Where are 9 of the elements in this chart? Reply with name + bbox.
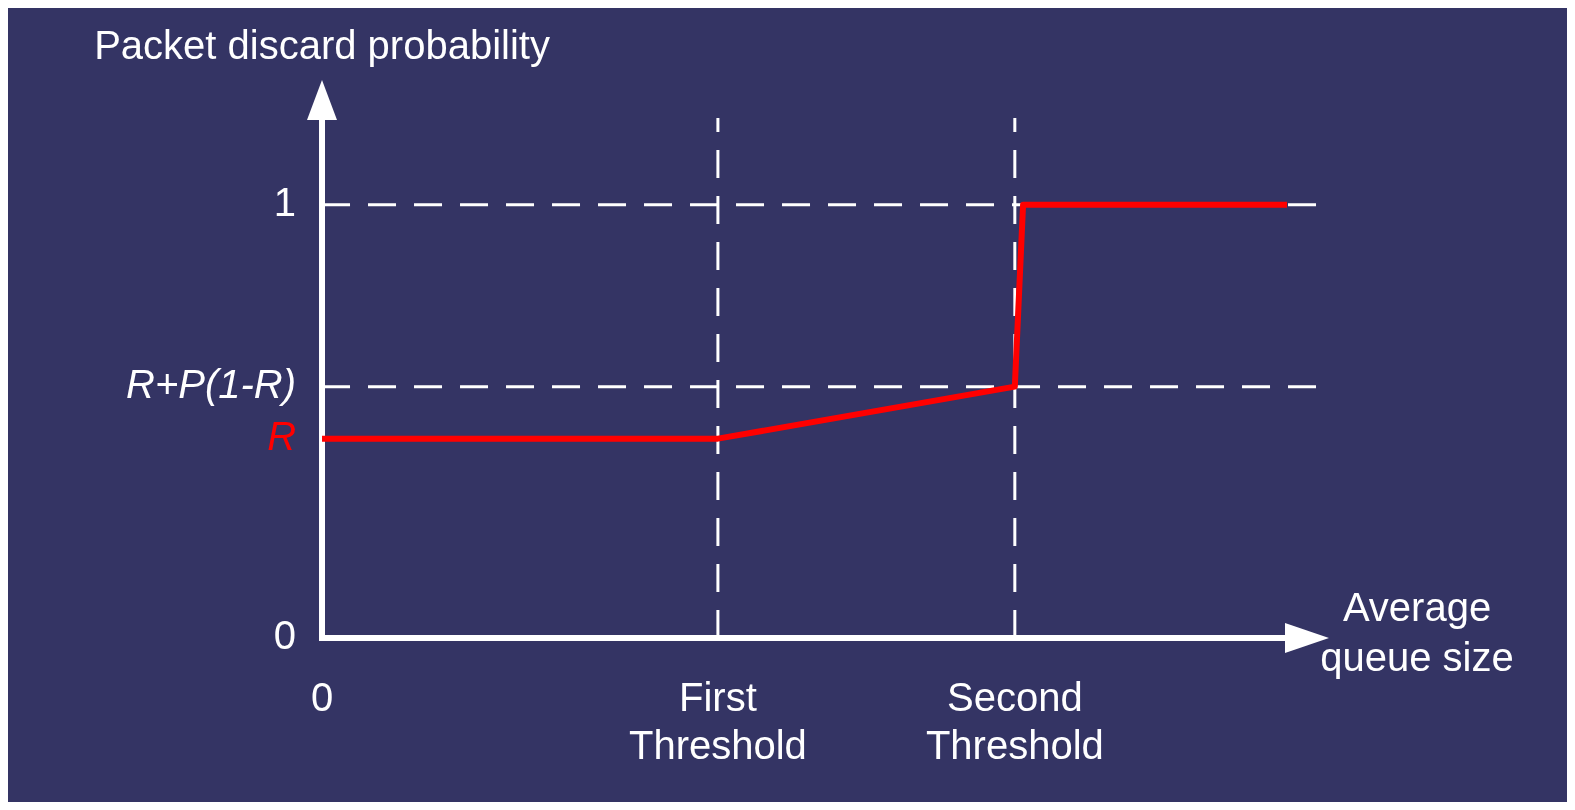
y-tick-label: R+P(1-R) xyxy=(125,361,297,406)
y-tick-label: 1 xyxy=(273,179,297,224)
y-tick-label: R xyxy=(267,413,297,458)
y-axis-title: Packet discard probability xyxy=(94,23,550,68)
y-tick-label: 0 xyxy=(273,613,297,658)
x-tick-label: Second Threshold xyxy=(925,675,1104,768)
x-axis-title: Average queue size xyxy=(1320,585,1514,680)
x-tick-label: First Threshold xyxy=(628,675,807,768)
x-tick-label: 0 xyxy=(310,675,334,720)
